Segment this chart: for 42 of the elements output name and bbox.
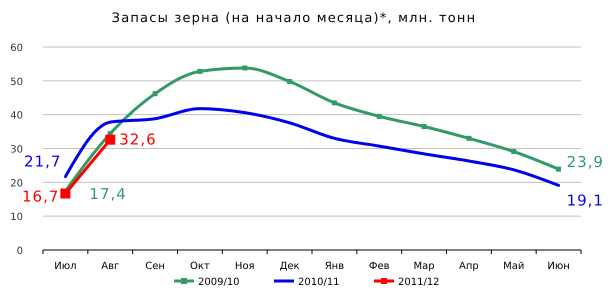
point: [242, 65, 248, 70]
y-tick-label: 30: [10, 144, 23, 156]
data-label: 17,4: [89, 185, 127, 204]
point: [287, 79, 292, 84]
x-tick-label: Ноя: [234, 261, 255, 272]
x-tick-label: Янв: [324, 261, 344, 272]
y-tick-label: 40: [10, 110, 23, 122]
x-tick-label: Дек: [280, 261, 300, 272]
data-label: 16,7: [22, 188, 60, 206]
point: [376, 114, 382, 119]
legend-label: 2009/10: [198, 277, 240, 288]
legend-label: 2011/12: [398, 277, 440, 288]
x-tick-label: Июл: [54, 261, 77, 272]
point: [197, 68, 202, 74]
y-tick-label: 20: [10, 178, 23, 190]
y-tick-label: 60: [10, 43, 23, 54]
data-label: 32,6: [119, 130, 157, 149]
y-tick-label: 0: [16, 246, 23, 257]
point: [152, 91, 158, 96]
point: [332, 100, 337, 106]
y-tick-label: 50: [10, 76, 23, 88]
line-series: [64, 107, 560, 187]
legend-label: 2010/11: [298, 277, 340, 288]
data-label: 19,1: [566, 191, 604, 210]
point: [466, 136, 472, 141]
x-tick-label: Апр: [459, 261, 479, 272]
data-label: 23,9: [566, 153, 604, 172]
x-tick-label: Июн: [547, 261, 570, 272]
data-label: 21,7: [24, 152, 62, 171]
y-tick-label: 10: [10, 212, 23, 224]
x-tick-label: Сен: [145, 261, 165, 272]
point: [556, 166, 562, 172]
x-tick-label: Май: [503, 261, 524, 272]
point: [511, 149, 516, 154]
x-tick-label: Фев: [368, 261, 390, 272]
point: [105, 134, 116, 145]
point: [422, 124, 427, 130]
x-tick-label: Мар: [414, 261, 435, 272]
x-tick-label: Окт: [190, 261, 210, 272]
x-tick-label: Авг: [101, 261, 120, 272]
point: [60, 188, 70, 198]
chart-title: Запасы зерна (на начало месяца)*, млн. тонн: [112, 11, 476, 26]
